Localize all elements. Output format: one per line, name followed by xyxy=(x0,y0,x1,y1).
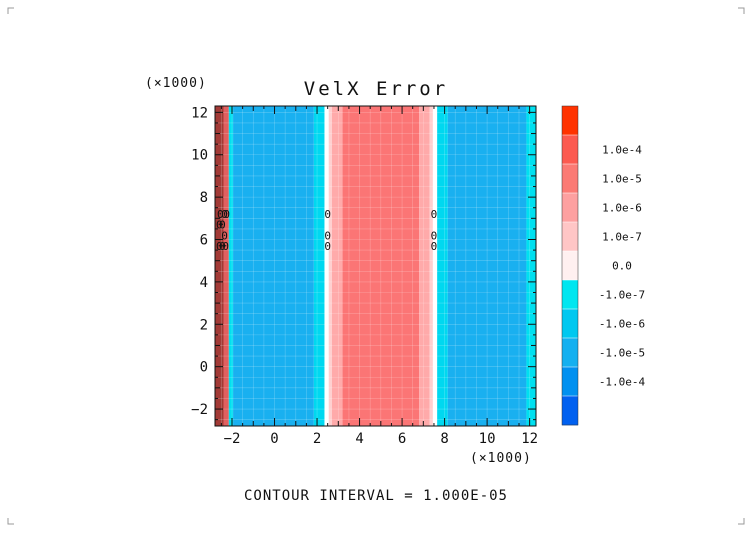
heatmap-band xyxy=(429,106,433,426)
colorbar-swatch xyxy=(562,280,578,310)
colorbar-swatch xyxy=(562,338,578,368)
colorbar-swatch xyxy=(562,164,578,194)
contour-label: 0 xyxy=(431,208,438,221)
y-tick-label: 0 xyxy=(200,360,208,376)
colorbar-swatch xyxy=(562,309,578,339)
colorbar-swatch xyxy=(562,135,578,165)
colorbar-label: 1.0e-7 xyxy=(602,231,642,244)
heatmap-band xyxy=(324,106,329,426)
corner-marks xyxy=(7,7,745,525)
contour-label: 0 xyxy=(216,219,223,232)
colorbar-swatch xyxy=(562,396,578,426)
contour-label: 0 xyxy=(324,208,331,221)
heatmap-band xyxy=(342,106,420,426)
colorbar-label: 1.0e-5 xyxy=(602,173,642,186)
heatmap-band xyxy=(331,106,343,426)
contour-label: 0 xyxy=(219,240,226,253)
contour-label: 0 xyxy=(223,208,230,221)
chart-title: VelX Error xyxy=(304,78,448,100)
x-tick-label: 2 xyxy=(313,431,321,447)
heatmap-band xyxy=(228,106,234,426)
colorbar-label: -1.0e-4 xyxy=(599,376,646,389)
heatmap-band xyxy=(419,106,430,426)
colorbar-swatch xyxy=(562,251,578,281)
x-tick-label: 8 xyxy=(440,431,448,447)
colorbar-label: 1.0e-4 xyxy=(602,144,642,157)
contour-label: 0 xyxy=(222,240,229,253)
x-tick-label: 12 xyxy=(521,431,538,447)
contour-label: 0 xyxy=(221,208,228,221)
colorbar-label: -1.0e-6 xyxy=(599,318,645,331)
colorbar-swatch xyxy=(562,193,578,223)
contour-interval-footer: CONTOUR INTERVAL = 1.000E-05 xyxy=(244,488,508,504)
colorbar-swatch xyxy=(562,222,578,252)
colorbar-frame xyxy=(561,105,579,426)
x-tick-label: 4 xyxy=(355,431,363,447)
x-tick-label: 10 xyxy=(479,431,496,447)
colorbar-swatch xyxy=(562,367,578,397)
contour-label: 0 xyxy=(219,219,226,232)
y-tick-label: 12 xyxy=(191,105,208,121)
x-axis-ticks: −2 0 2 4 6 8 10 12 xyxy=(220,106,538,447)
contour-label: 0 xyxy=(324,240,331,253)
y-tick-label: 10 xyxy=(191,148,208,164)
y-axis-multiplier: (×1000) xyxy=(145,76,207,91)
y-tick-label: −2 xyxy=(191,402,208,418)
colorbar-label: 1.0e-6 xyxy=(602,202,642,215)
x-tick-label: −2 xyxy=(224,431,241,447)
contour-label: 0 xyxy=(324,229,331,242)
y-tick-label: 4 xyxy=(200,275,208,291)
colorbar-label: -1.0e-7 xyxy=(599,289,645,302)
x-tick-label: 6 xyxy=(398,431,406,447)
grid-lines xyxy=(215,106,536,426)
contour-label: 0 xyxy=(431,240,438,253)
heatmap-band xyxy=(432,106,438,426)
plot-frame xyxy=(214,105,537,427)
colorbar-swatch xyxy=(562,106,578,136)
heatmap-band xyxy=(447,106,527,426)
contour-label: 0 xyxy=(431,229,438,242)
contour-label: 0 xyxy=(217,208,224,221)
colorbar: 1.0e-4 1.0e-5 1.0e-6 1.0e-7 0.0 -1.0e-7 -1.0e-… xyxy=(561,105,646,426)
heatmap-band xyxy=(526,106,536,426)
heatmap-band xyxy=(328,106,332,426)
contour-label: 0 xyxy=(221,229,228,242)
y-tick-label: 2 xyxy=(200,317,208,333)
heatmap-band xyxy=(233,106,314,426)
y-tick-label: 6 xyxy=(200,233,208,249)
heatmap-band xyxy=(437,106,448,426)
heatmap-band xyxy=(223,106,229,426)
colorbar-label: -1.0e-5 xyxy=(599,347,645,360)
heatmap-band xyxy=(313,106,325,426)
heatmap-band xyxy=(215,106,224,426)
heatmap-bands xyxy=(215,106,536,426)
y-tick-label: 8 xyxy=(200,190,208,206)
contour-label: 0 xyxy=(216,240,223,253)
x-tick-label: 0 xyxy=(270,431,278,447)
y-axis-ticks: −2 0 2 4 6 8 10 12 xyxy=(191,105,536,421)
x-axis-multiplier: (×1000) xyxy=(470,451,532,466)
colorbar-label: 0.0 xyxy=(612,260,632,273)
